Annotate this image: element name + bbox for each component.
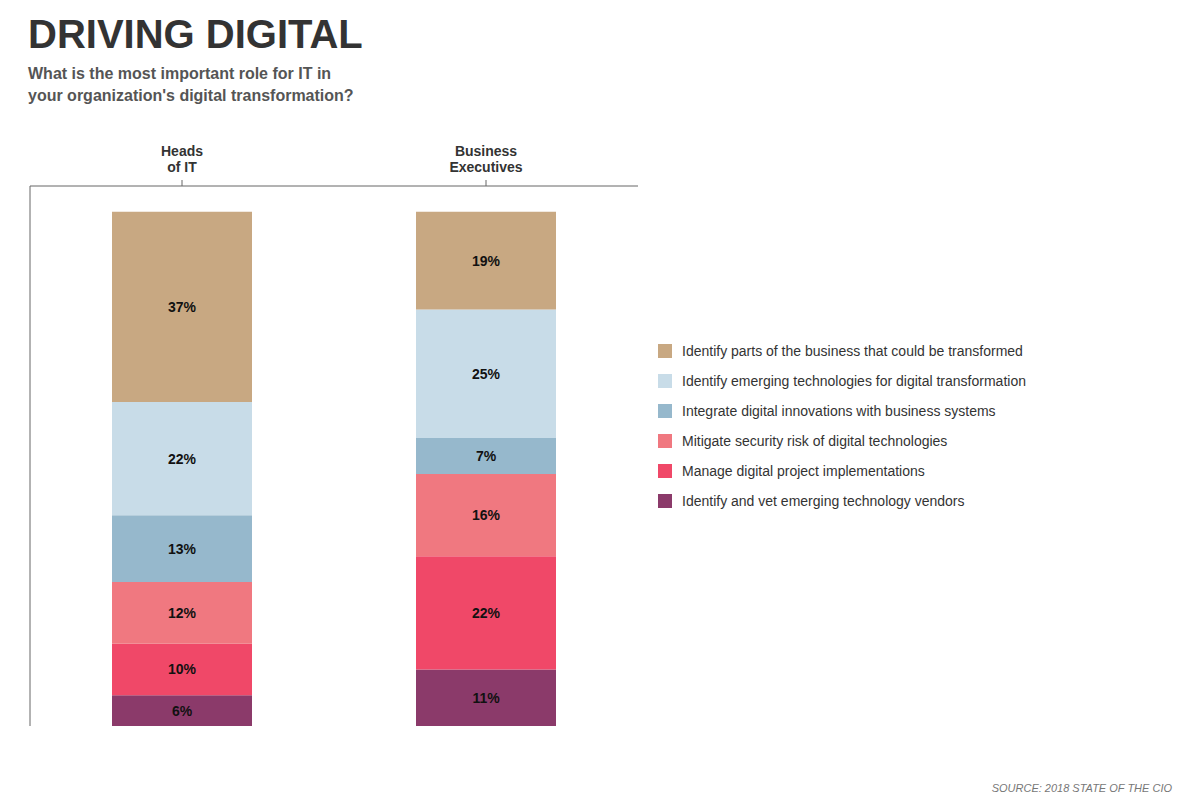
svg-text:19%: 19%: [472, 252, 501, 268]
svg-text:BusinessExecutives: BusinessExecutives: [449, 143, 522, 175]
svg-text:25%: 25%: [472, 365, 501, 381]
svg-text:13%: 13%: [168, 540, 197, 556]
svg-text:12%: 12%: [168, 605, 197, 621]
svg-text:22%: 22%: [168, 450, 197, 466]
html-text:Identify emerging technologies: Identify emerging technologies for digit…: [682, 372, 1026, 389]
svg-text:6%: 6%: [172, 702, 193, 718]
svg-text:16%: 16%: [472, 507, 501, 523]
svg-text:Headsof IT: Headsof IT: [161, 143, 203, 175]
svg-text:37%: 37%: [168, 299, 197, 315]
svg-text:22%: 22%: [472, 605, 501, 621]
html-text:SOURCE: 2018 STATE OF THE CIO: SOURCE: 2018 STATE OF THE CIO: [991, 782, 1172, 794]
svg-text:7%: 7%: [476, 448, 497, 464]
html-text:Identify and vet emerging tech: Identify and vet emerging technology ven…: [682, 492, 965, 509]
svg-text:10%: 10%: [168, 661, 197, 677]
html-text:Manage digital project impleme: Manage digital project implementations: [682, 462, 925, 479]
html-text:What is the most important rol: What is the most important role for IT i…: [28, 65, 354, 105]
html-text:Integrate digital innovations: Integrate digital innovations with busin…: [682, 402, 996, 419]
html-text:DRIVING DIGITAL: DRIVING DIGITAL: [28, 12, 363, 56]
svg-text:11%: 11%: [472, 689, 500, 705]
html-text:Mitigate security risk of digi: Mitigate security risk of digital techno…: [682, 432, 948, 449]
html-text:Identify parts of the business: Identify parts of the business that coul…: [682, 342, 1023, 359]
